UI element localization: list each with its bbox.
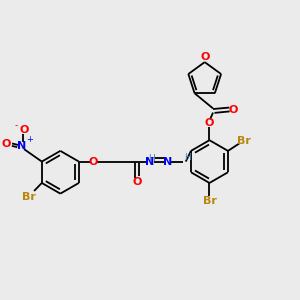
Text: H: H (184, 153, 190, 162)
Text: H: H (148, 154, 155, 163)
Text: N: N (146, 157, 155, 166)
Text: -: - (14, 122, 17, 130)
Text: Br: Br (22, 192, 36, 202)
Text: N: N (17, 141, 26, 151)
Text: Br: Br (237, 136, 251, 146)
Text: O: O (19, 125, 29, 135)
Text: O: O (2, 139, 11, 149)
Text: +: + (26, 135, 33, 144)
Text: O: O (201, 52, 210, 62)
Text: O: O (229, 105, 238, 115)
Text: O: O (205, 118, 214, 128)
Text: Br: Br (202, 196, 216, 206)
Text: N: N (163, 157, 172, 166)
Text: O: O (89, 157, 98, 166)
Text: O: O (132, 177, 141, 187)
